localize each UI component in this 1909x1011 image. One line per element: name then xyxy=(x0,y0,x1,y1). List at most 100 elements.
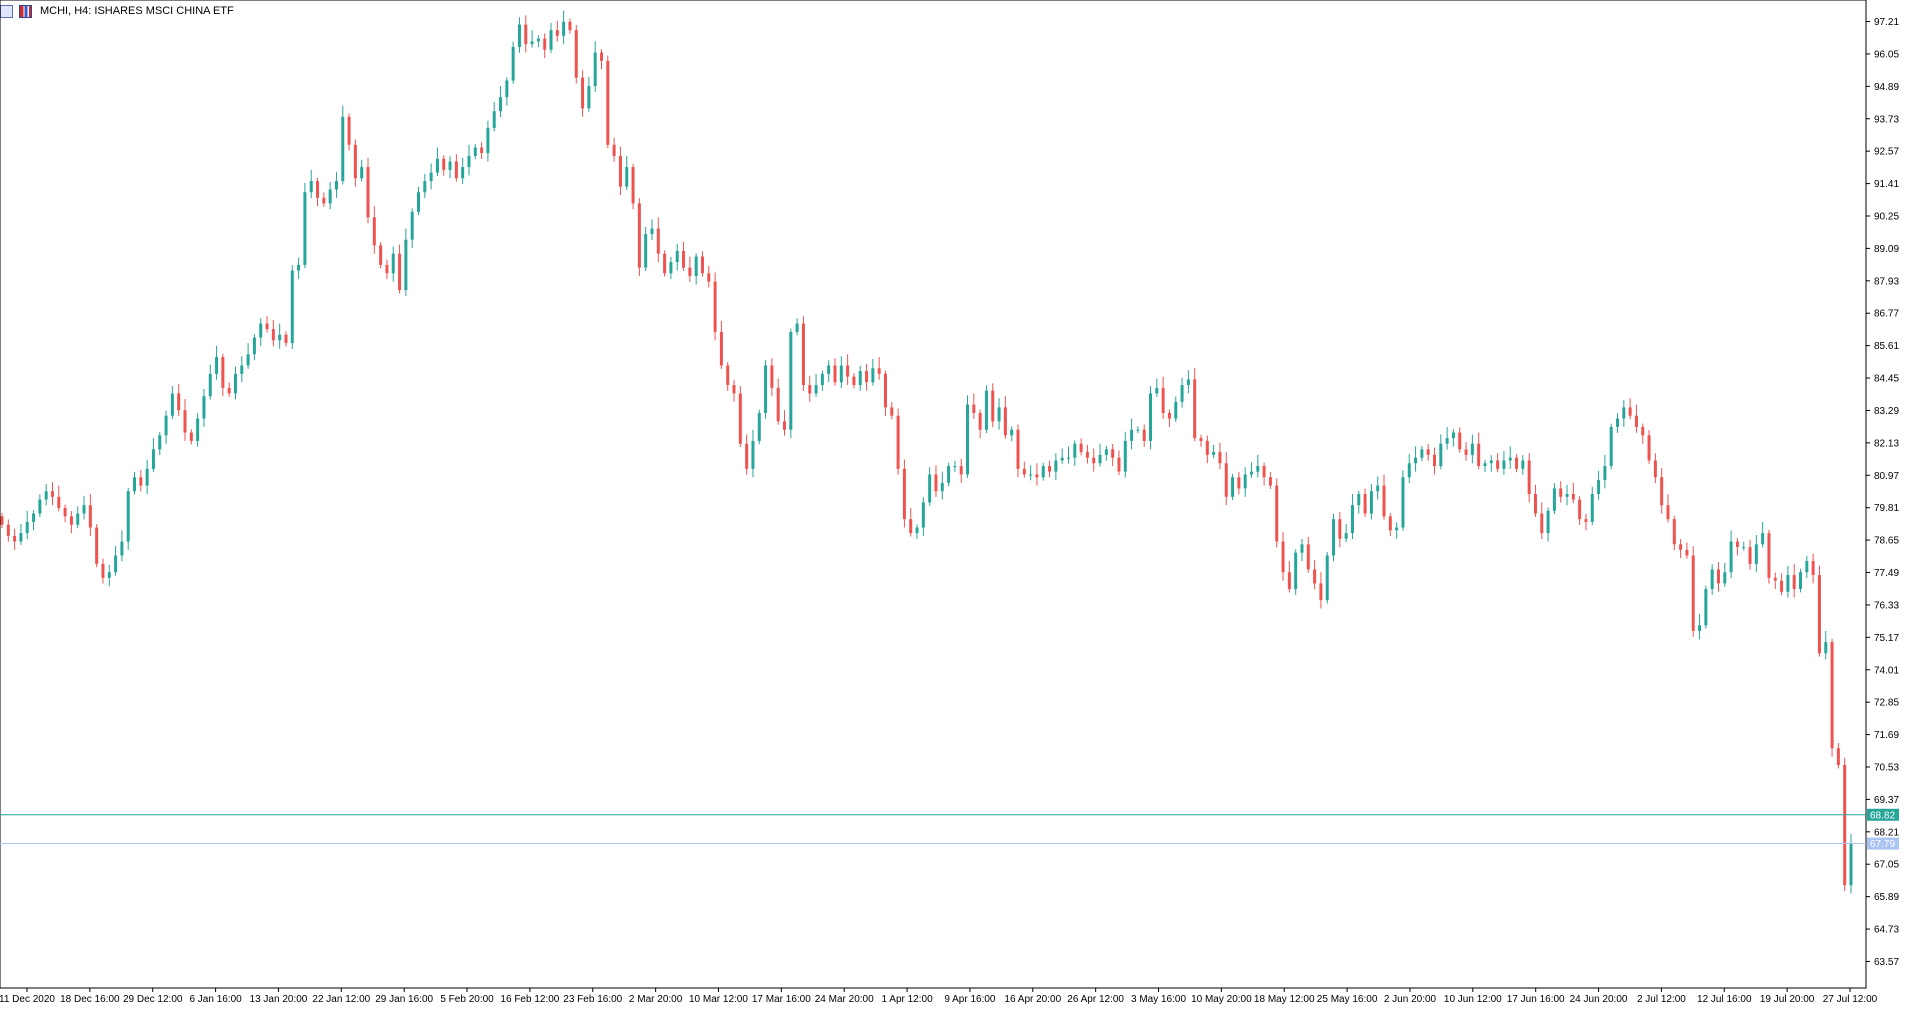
candle-body xyxy=(1521,460,1525,469)
price-tick-label: 72.85 xyxy=(1874,698,1899,709)
time-tick-label: 19 Jul 20:00 xyxy=(1760,994,1815,1005)
time-axis[interactable]: 11 Dec 2020 18 Dec 16:00 29 Dec 12:00 6 Jan… xyxy=(0,988,1878,1005)
candle-body xyxy=(1742,547,1746,549)
candle-body xyxy=(1735,541,1739,548)
candle-body xyxy=(1609,426,1613,467)
candle-body xyxy=(50,491,54,497)
candle-body xyxy=(1092,457,1096,464)
candle-body xyxy=(953,466,957,468)
candle-body xyxy=(846,365,850,377)
candle-body xyxy=(1130,429,1134,441)
candle-body xyxy=(454,161,458,179)
candle-body xyxy=(1306,544,1310,570)
candle-body xyxy=(32,513,36,522)
candle-body xyxy=(1590,494,1594,522)
candle-body xyxy=(499,97,503,112)
candle-body xyxy=(966,404,970,475)
price-tick-label: 74.01 xyxy=(1874,665,1899,676)
time-tick-label: 1 Apr 12:00 xyxy=(881,994,933,1005)
candle-body xyxy=(1363,494,1367,514)
chart-title: MCHI, H4: ISHARES MSCI CHINA ETF xyxy=(40,5,234,17)
candle-body xyxy=(442,158,446,170)
candle-body xyxy=(1780,580,1784,592)
candle-body xyxy=(732,385,736,394)
price-tick-label: 83.29 xyxy=(1874,406,1899,417)
time-tick-label: 2 Jun 20:00 xyxy=(1384,994,1437,1005)
candle-body xyxy=(95,527,99,564)
bar-chart-icon[interactable] xyxy=(19,4,32,18)
price-axis[interactable]: 97.21 96.05 94.89 93.73 92.57 91.41 90.25 89.09… xyxy=(1866,17,1899,968)
candle-body xyxy=(1470,443,1474,455)
candle-body xyxy=(1496,460,1500,469)
bid-price-label: 68.82 xyxy=(1870,810,1895,821)
candle-body xyxy=(625,167,629,187)
candle-body xyxy=(391,253,395,274)
candle-body xyxy=(435,158,439,173)
candle-body xyxy=(44,491,48,500)
candle-body xyxy=(1338,519,1342,539)
candle-body xyxy=(1249,471,1253,475)
candle-body xyxy=(1243,474,1247,489)
candle-body xyxy=(915,527,919,534)
candle-body xyxy=(1414,457,1418,464)
candle-body xyxy=(1357,494,1361,506)
candle-body xyxy=(1723,572,1727,584)
time-tick-label: 11 Dec 2020 xyxy=(0,994,55,1005)
candle-body xyxy=(688,267,692,277)
candle-body xyxy=(1805,561,1809,573)
candle-body xyxy=(1287,572,1291,589)
time-tick-label: 16 Feb 12:00 xyxy=(500,994,559,1005)
candle-body xyxy=(1275,485,1279,542)
candle-body xyxy=(1016,429,1020,469)
time-tick-label: 10 Mar 12:00 xyxy=(689,994,748,1005)
candle-body xyxy=(606,60,610,145)
candle-body xyxy=(1653,460,1657,478)
ask-price-label-bg xyxy=(1867,837,1899,850)
candle-body xyxy=(1199,438,1203,441)
candle-body xyxy=(1054,460,1058,472)
candle-body xyxy=(1552,488,1556,511)
candle-body xyxy=(1098,454,1102,464)
price-tick-label: 79.81 xyxy=(1874,503,1899,514)
price-tick-label: 80.97 xyxy=(1874,471,1899,482)
candle-body xyxy=(1451,432,1455,439)
candle-body xyxy=(1256,466,1260,472)
price-tick-label: 67.05 xyxy=(1874,860,1899,871)
candle-body xyxy=(757,412,761,441)
time-tick-label: 2 Mar 20:00 xyxy=(629,994,683,1005)
candle-body xyxy=(196,418,200,441)
candle-body xyxy=(656,228,660,254)
candle-body xyxy=(461,167,465,179)
candle-body xyxy=(366,167,370,218)
candle-body xyxy=(1830,642,1834,749)
price-tick-label: 69.37 xyxy=(1874,795,1899,806)
candle-body xyxy=(0,516,4,525)
candle-body xyxy=(82,505,86,514)
candle-body xyxy=(25,521,29,534)
price-tick-label: 68.21 xyxy=(1874,827,1899,838)
candle-body xyxy=(1332,519,1336,556)
candle-body xyxy=(252,337,256,355)
candle-body xyxy=(1616,418,1620,427)
candle-body xyxy=(631,167,635,204)
candle-body xyxy=(404,239,408,291)
price-tick-label: 63.57 xyxy=(1874,957,1899,968)
price-tick-label: 78.65 xyxy=(1874,536,1899,547)
candle-body xyxy=(865,371,869,383)
candle-body xyxy=(637,203,641,268)
chart-window-icon[interactable] xyxy=(0,4,13,18)
candle-body xyxy=(1445,438,1449,444)
candle-body xyxy=(877,368,881,374)
candle-body xyxy=(76,513,80,525)
candle-body xyxy=(429,172,433,182)
candle-body xyxy=(745,443,749,469)
candle-body xyxy=(511,46,515,81)
candle-body xyxy=(1843,765,1847,886)
candle-body xyxy=(1748,547,1752,564)
candle-body xyxy=(1773,577,1777,581)
candle-body xyxy=(505,80,509,98)
candle-body xyxy=(928,474,932,503)
candle-body xyxy=(1085,452,1089,458)
